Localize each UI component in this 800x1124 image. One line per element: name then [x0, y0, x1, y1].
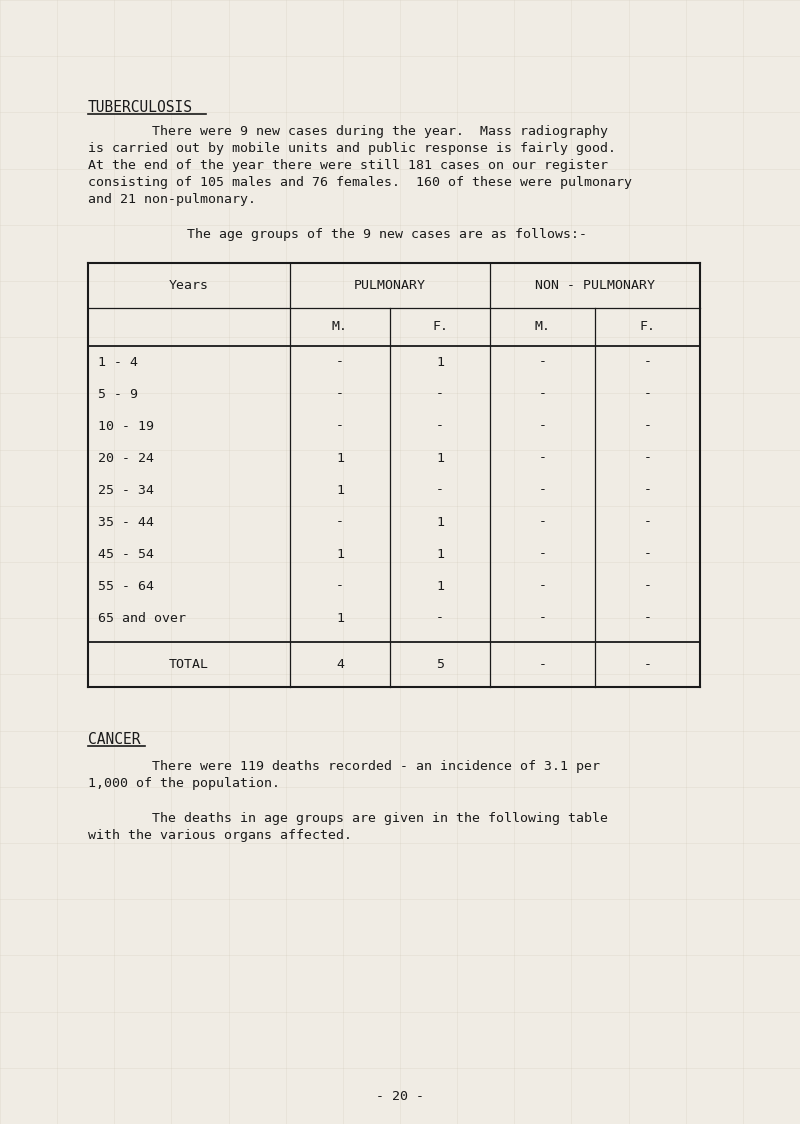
Text: -: -	[538, 658, 546, 671]
Text: M.: M.	[332, 320, 348, 334]
Text: 4: 4	[336, 658, 344, 671]
Text: 1,000 of the population.: 1,000 of the population.	[88, 777, 280, 790]
Text: and 21 non-pulmonary.: and 21 non-pulmonary.	[88, 193, 256, 206]
Text: 35 - 44: 35 - 44	[98, 516, 154, 528]
Text: -: -	[538, 452, 546, 464]
Text: -: -	[643, 388, 651, 400]
Text: -: -	[336, 355, 344, 369]
Text: -: -	[643, 580, 651, 592]
Text: 1: 1	[336, 483, 344, 497]
Text: PULMONARY: PULMONARY	[354, 279, 426, 292]
Text: -: -	[643, 547, 651, 561]
Text: -: -	[538, 547, 546, 561]
Text: -: -	[643, 483, 651, 497]
Text: 1 - 4: 1 - 4	[98, 355, 138, 369]
Text: -: -	[336, 580, 344, 592]
Text: 1: 1	[436, 547, 444, 561]
Text: 1: 1	[336, 452, 344, 464]
Text: -: -	[538, 611, 546, 625]
Text: 1: 1	[336, 611, 344, 625]
Text: -: -	[538, 516, 546, 528]
Text: 1: 1	[336, 547, 344, 561]
Text: Years: Years	[169, 279, 209, 292]
Text: 5: 5	[436, 658, 444, 671]
Text: -: -	[336, 419, 344, 433]
Text: -: -	[336, 516, 344, 528]
Text: consisting of 105 males and 76 females.  160 of these were pulmonary: consisting of 105 males and 76 females. …	[88, 176, 632, 189]
Text: TOTAL: TOTAL	[169, 658, 209, 671]
Text: M.: M.	[534, 320, 550, 334]
Text: 25 - 34: 25 - 34	[98, 483, 154, 497]
Text: -: -	[436, 419, 444, 433]
Text: - 20 -: - 20 -	[376, 1090, 424, 1103]
Text: -: -	[643, 419, 651, 433]
Text: There were 9 new cases during the year.  Mass radiography: There were 9 new cases during the year. …	[88, 125, 608, 138]
Text: 55 - 64: 55 - 64	[98, 580, 154, 592]
Text: with the various organs affected.: with the various organs affected.	[88, 830, 352, 842]
Text: 45 - 54: 45 - 54	[98, 547, 154, 561]
Text: -: -	[436, 611, 444, 625]
Text: -: -	[538, 419, 546, 433]
Text: The age groups of the 9 new cases are as follows:-: The age groups of the 9 new cases are as…	[123, 228, 587, 241]
Text: 5 - 9: 5 - 9	[98, 388, 138, 400]
Text: 1: 1	[436, 355, 444, 369]
Text: 1: 1	[436, 452, 444, 464]
Text: 1: 1	[436, 580, 444, 592]
Text: F.: F.	[639, 320, 655, 334]
Text: is carried out by mobile units and public response is fairly good.: is carried out by mobile units and publi…	[88, 142, 616, 155]
Text: -: -	[538, 483, 546, 497]
Text: The deaths in age groups are given in the following table: The deaths in age groups are given in th…	[88, 812, 608, 825]
Text: -: -	[336, 388, 344, 400]
Text: -: -	[643, 611, 651, 625]
Text: -: -	[538, 355, 546, 369]
Text: -: -	[538, 388, 546, 400]
Text: TUBERCULOSIS: TUBERCULOSIS	[88, 100, 193, 115]
Text: -: -	[643, 355, 651, 369]
Text: There were 119 deaths recorded - an incidence of 3.1 per: There were 119 deaths recorded - an inci…	[88, 760, 600, 773]
Text: At the end of the year there were still 181 cases on our register: At the end of the year there were still …	[88, 158, 608, 172]
Text: F.: F.	[432, 320, 448, 334]
Text: -: -	[643, 516, 651, 528]
Text: -: -	[643, 452, 651, 464]
Text: 65 and over: 65 and over	[98, 611, 186, 625]
Text: 10 - 19: 10 - 19	[98, 419, 154, 433]
Text: -: -	[436, 388, 444, 400]
Text: -: -	[643, 658, 651, 671]
Text: -: -	[538, 580, 546, 592]
Text: 1: 1	[436, 516, 444, 528]
Text: -: -	[436, 483, 444, 497]
Text: 20 - 24: 20 - 24	[98, 452, 154, 464]
Text: CANCER: CANCER	[88, 732, 141, 747]
Text: NON - PULMONARY: NON - PULMONARY	[535, 279, 655, 292]
